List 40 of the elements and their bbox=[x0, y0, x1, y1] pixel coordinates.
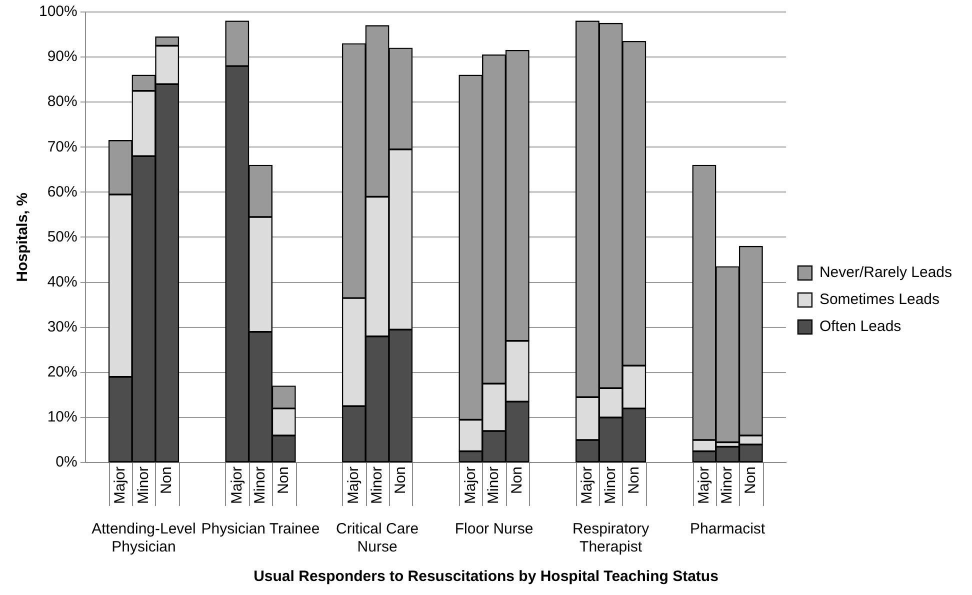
x-tick-label: Major bbox=[578, 466, 596, 504]
x-tick-label: Non bbox=[158, 466, 176, 494]
y-tick-label: 70% bbox=[47, 138, 78, 156]
x-tick-label: Major bbox=[695, 466, 712, 504]
x-tick-label: Minor bbox=[368, 466, 386, 504]
x-tick-label: Non bbox=[508, 466, 526, 494]
x-tick-label: Minor bbox=[252, 466, 269, 504]
text: Usual Responders to Resuscitations by Hospital Teaching Status bbox=[254, 568, 718, 586]
text: Physician Trainee bbox=[201, 520, 320, 538]
text: Attending-Level Physician bbox=[92, 520, 196, 556]
x-tick-label: Non bbox=[275, 466, 292, 494]
y-axis-title: Hospitals, % bbox=[14, 192, 32, 282]
x-tick-label: Major bbox=[345, 466, 362, 504]
text: Floor Nurse bbox=[454, 520, 534, 538]
x-tick-label: Non bbox=[742, 466, 760, 494]
x-tick-label: Major bbox=[462, 466, 479, 504]
y-tick-label: 30% bbox=[47, 318, 78, 336]
y-tick-label: 90% bbox=[47, 48, 78, 66]
legend-label: Sometimes Leads bbox=[819, 291, 940, 308]
x-tick-label: Minor bbox=[602, 466, 619, 504]
text: Respiratory Therapist bbox=[572, 520, 650, 556]
legend-label: Never/Rarely Leads bbox=[819, 264, 952, 282]
x-tick-label: Major bbox=[228, 466, 246, 504]
x-tick-label: Non bbox=[625, 466, 642, 494]
x-tick-label: Major bbox=[112, 466, 129, 504]
y-tick-label: 80% bbox=[47, 93, 78, 110]
y-tick-label: 100% bbox=[38, 3, 78, 20]
y-tick-label: 60% bbox=[47, 183, 78, 200]
x-tick-label: Minor bbox=[718, 466, 736, 504]
y-tick-label: 20% bbox=[47, 364, 78, 381]
y-tick-label: 40% bbox=[47, 273, 78, 290]
text: Critical Care Nurse bbox=[336, 520, 419, 556]
y-tick-label: 10% bbox=[47, 408, 78, 426]
x-tick-label: Minor bbox=[134, 466, 152, 504]
text: Pharmacist bbox=[690, 520, 766, 538]
legend-label: Often Leads bbox=[819, 318, 902, 336]
x-tick-label: Minor bbox=[485, 466, 502, 504]
y-tick-label: 50% bbox=[47, 228, 78, 246]
x-tick-label: Non bbox=[392, 466, 409, 494]
y-tick-label: 0% bbox=[56, 454, 78, 471]
